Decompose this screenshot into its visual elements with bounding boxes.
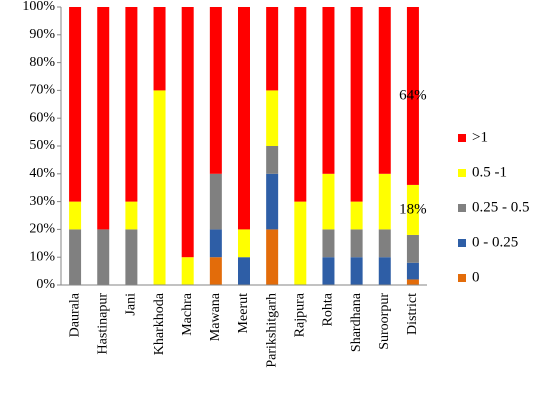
bar-segment — [406, 262, 419, 280]
x-tick-label: Rohta — [321, 292, 336, 326]
bar-segment — [209, 7, 222, 174]
legend-label: 0 - 0.25 — [472, 234, 518, 250]
x-tick-label: Hastinapur — [95, 293, 110, 355]
bar-segment — [378, 173, 391, 230]
bar-segment — [350, 201, 363, 230]
legend-label: 0.25 - 0.5 — [472, 199, 530, 215]
bar-segment — [350, 229, 363, 258]
bar-segment — [266, 146, 279, 174]
bar-segment — [350, 257, 363, 285]
y-tick-label: 80% — [29, 55, 55, 70]
x-tick-label: Parikshitgarh — [264, 293, 279, 368]
bar-segment — [322, 173, 335, 230]
y-tick-label: 50% — [29, 138, 55, 153]
bar-segment — [266, 229, 279, 285]
bar-segment — [181, 257, 194, 285]
bar-segment — [238, 7, 250, 230]
x-tick-label: District — [405, 293, 420, 335]
y-tick-label: 40% — [29, 166, 55, 181]
bar-segment — [209, 229, 222, 258]
bar-segment — [266, 90, 279, 146]
bar-segment — [350, 7, 363, 202]
bar-segment — [209, 257, 222, 285]
legend-label: 0 — [472, 269, 480, 285]
bar-segment — [378, 257, 391, 285]
y-tick-label: 100% — [22, 0, 55, 14]
bar-segment — [97, 229, 110, 285]
bar-segment — [238, 257, 250, 285]
bar-segment — [406, 7, 419, 185]
y-tick-label: 20% — [29, 222, 55, 237]
bar-segment — [181, 7, 194, 258]
x-tick-label: Machra — [180, 292, 195, 336]
bar-segment — [406, 184, 419, 235]
legend-swatch — [458, 134, 466, 142]
x-tick-label: Meerut — [236, 293, 251, 334]
bar-segment — [238, 229, 250, 258]
x-tick-label: Shardhana — [349, 292, 364, 352]
bar-segment — [406, 234, 419, 263]
legend-swatch — [458, 204, 466, 212]
bar-segment — [266, 7, 279, 91]
bar-segment — [125, 7, 138, 202]
bar-segment — [153, 90, 166, 286]
value-label: 64% — [399, 87, 427, 103]
bar-segment — [69, 201, 82, 230]
legend-label: >1 — [472, 129, 488, 145]
value-label: 18% — [399, 201, 427, 217]
x-tick-label: Daurala — [67, 292, 82, 337]
bar-segment — [97, 7, 110, 230]
bar-segment — [294, 201, 307, 285]
y-tick-label: 90% — [29, 27, 55, 42]
bar-segment — [378, 229, 391, 258]
bar-segment — [322, 229, 335, 258]
legend-swatch — [458, 239, 466, 247]
legend-label: 0.5 -1 — [472, 164, 507, 180]
bar-segment — [266, 173, 279, 230]
x-tick-label: Jani — [124, 293, 139, 316]
bar-segment — [69, 229, 82, 285]
bar-segment — [153, 7, 166, 91]
bar-segment — [406, 279, 419, 285]
bar-segment — [69, 7, 82, 202]
bar-segment — [125, 229, 138, 285]
bar-segment — [322, 257, 335, 285]
legend-swatch — [458, 274, 466, 282]
bar-segment — [125, 201, 138, 230]
bar-segment — [294, 7, 307, 202]
x-tick-label: Kharkhoda — [152, 292, 167, 355]
y-tick-label: 60% — [29, 110, 55, 125]
bar-segment — [378, 7, 391, 174]
legend-swatch — [458, 169, 466, 177]
bar-segment — [209, 173, 222, 230]
x-tick-label: Suroorpur — [377, 293, 392, 350]
bar-segment — [322, 7, 335, 174]
y-tick-label: 10% — [29, 249, 55, 264]
x-tick-label: Rajpura — [293, 292, 308, 337]
x-tick-label: Mawana — [208, 292, 223, 341]
y-tick-label: 0% — [36, 277, 55, 292]
y-tick-label: 70% — [29, 83, 55, 98]
y-tick-label: 30% — [29, 194, 55, 209]
